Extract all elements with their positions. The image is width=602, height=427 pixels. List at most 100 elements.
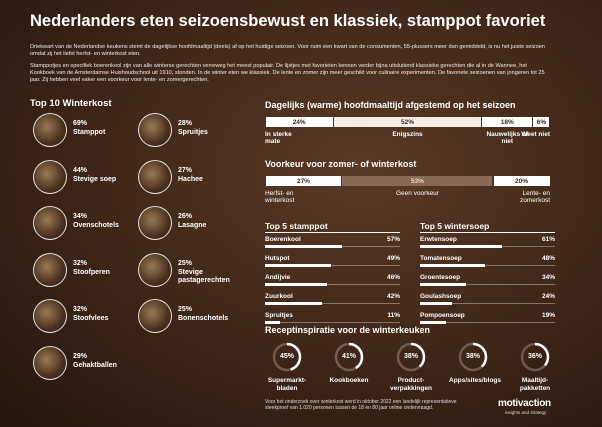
footer-note: Voor het onderzoek over winterkost werd … xyxy=(265,399,457,411)
segment-label: 18% xyxy=(500,118,514,126)
item-percentage: 29% xyxy=(73,352,88,360)
value-label: 42% xyxy=(386,293,400,300)
item-name: Ovenschotels xyxy=(73,222,119,229)
logo: motivaction xyxy=(498,398,551,409)
category-label: Lente- en zomerkost xyxy=(520,190,550,204)
donut-label: 41% xyxy=(341,353,356,360)
value-label: 19% xyxy=(541,312,555,319)
item-percentage: 32% xyxy=(73,259,88,267)
food-photo xyxy=(138,159,172,194)
donut xyxy=(520,342,550,372)
bar xyxy=(420,245,503,248)
title-rule xyxy=(420,232,555,233)
food-photo xyxy=(33,113,67,147)
bar xyxy=(420,283,466,286)
value-label: 46% xyxy=(386,274,400,281)
intro-paragraph: Driekwart van de Nederlandse keukens ste… xyxy=(30,44,545,58)
item-percentage: 34% xyxy=(73,213,88,220)
item-name: Hachee xyxy=(178,175,203,183)
category-label: Erwtensoep xyxy=(420,236,457,243)
bar-track xyxy=(265,322,400,323)
category-label: Goulashsoep xyxy=(420,293,462,300)
bar xyxy=(265,245,342,248)
segment-label: 53% xyxy=(410,177,424,185)
bar-track xyxy=(420,284,555,285)
chart-title: Top 5 stamppot xyxy=(265,221,328,231)
category-label: Groentesoep xyxy=(420,274,461,281)
bar-track xyxy=(420,303,555,304)
value-label: 11% xyxy=(387,312,400,319)
item-name: Stevige soep xyxy=(73,175,117,183)
intro-paragraph: Stamppotjes en specifiek boerenkool zijn… xyxy=(30,63,545,84)
food-photo xyxy=(33,299,67,333)
value-label: 57% xyxy=(386,236,400,243)
category-label: Tomatensoep xyxy=(420,255,462,262)
bar xyxy=(420,321,446,324)
segment-label: 52% xyxy=(400,118,414,126)
category-label: Apps/sites/blogs xyxy=(449,377,502,384)
donut-label: 36% xyxy=(527,353,542,360)
bar-segment xyxy=(333,117,482,127)
item-percentage: 28% xyxy=(178,120,193,127)
chart-title: Dagelijks (warme) hoofdmaaltijd afgestem… xyxy=(265,100,516,110)
item-name: Stoofperen xyxy=(73,268,110,276)
category-label: Geen voorkeur xyxy=(395,190,439,197)
category-label: Boerenkool xyxy=(265,236,301,243)
category-label: Zuurkool xyxy=(265,293,293,300)
food-photo xyxy=(138,299,172,333)
bar xyxy=(265,302,322,305)
bar-segment xyxy=(482,117,533,127)
item-name: Bonenschotels xyxy=(178,315,229,322)
category-label: Andijvie xyxy=(265,274,291,281)
item-name: Lasagne xyxy=(178,222,207,229)
donut-arc xyxy=(334,342,364,372)
food-photo xyxy=(33,159,67,194)
chart-title: Receptinspiratie voor de winterkeuken xyxy=(265,325,431,335)
food-photo xyxy=(138,252,172,287)
category-label: Product-verpakkingen xyxy=(390,377,432,392)
category-label: Pompoensoep xyxy=(420,312,465,319)
segment-label: 27% xyxy=(296,177,310,185)
category-label: Maaltijd-pakketten xyxy=(519,377,551,392)
logo-tagline: insights and strategy xyxy=(505,410,547,415)
bar-segment xyxy=(265,176,342,186)
food-photo xyxy=(138,206,172,240)
category-label: Kookboeken xyxy=(329,377,369,384)
category-label: Weet niet xyxy=(521,131,550,138)
item-name: Stoofvlees xyxy=(73,315,109,322)
donut-label: 38% xyxy=(403,353,418,360)
bar-track xyxy=(420,322,555,323)
food-photo xyxy=(33,252,67,287)
title: Nederlanders eten seizoensbewust en klas… xyxy=(30,12,546,30)
item-name: Stevige pastagerechten xyxy=(178,268,230,284)
segment-label: 24% xyxy=(292,118,306,126)
item-percentage: 27% xyxy=(178,166,193,174)
bar-track xyxy=(265,303,400,304)
category-label: Hutspot xyxy=(265,255,290,262)
donut-arc xyxy=(520,342,550,372)
value-label: 48% xyxy=(541,255,555,262)
food-photo xyxy=(33,345,67,380)
category-label: Herfst- en winterkost xyxy=(265,190,295,204)
donut xyxy=(334,342,364,372)
item-name: Stamppot xyxy=(73,129,106,136)
donut-arc xyxy=(272,342,302,372)
bar xyxy=(265,321,280,324)
item-percentage: 25% xyxy=(178,259,193,267)
bar xyxy=(265,283,328,286)
donut xyxy=(396,342,426,372)
section-title: Top 10 Winterkost xyxy=(30,98,112,109)
bar-track xyxy=(265,265,400,266)
category-label: In sterke mate xyxy=(265,131,292,145)
food-photo xyxy=(33,206,67,240)
title-rule xyxy=(265,232,400,233)
bar-segment xyxy=(342,176,493,186)
value-label: 34% xyxy=(541,274,555,281)
item-percentage: 25% xyxy=(178,306,193,313)
segment-label: 20% xyxy=(514,177,528,185)
value-label: 49% xyxy=(386,255,400,262)
value-label: 24% xyxy=(541,293,555,300)
bar-segment xyxy=(533,117,550,127)
item-percentage: 69% xyxy=(73,120,88,127)
chart-title: Voorkeur voor zomer- of winterkost xyxy=(265,159,417,169)
